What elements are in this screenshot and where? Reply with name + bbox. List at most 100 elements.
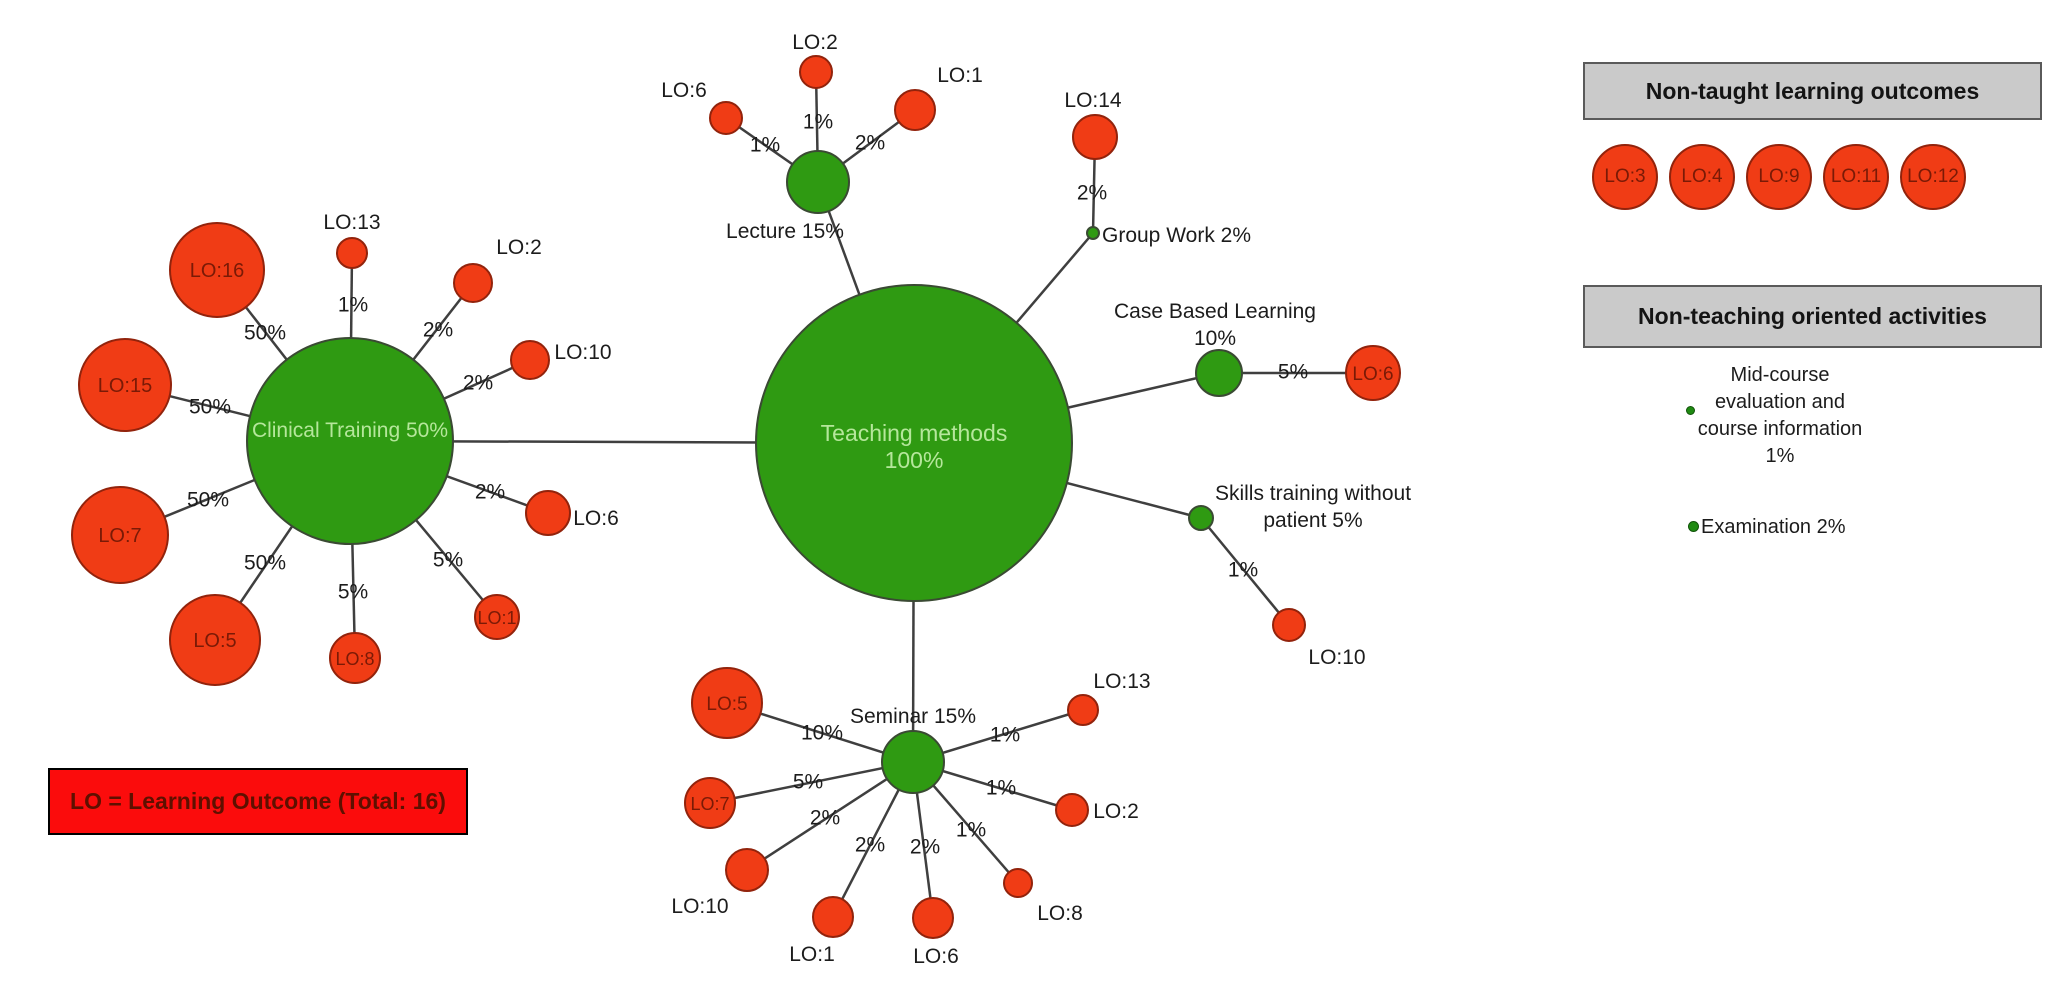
examination-label: Examination 2% [1701, 516, 1846, 538]
node-label-s-lo10: LO:10 [1308, 646, 1365, 669]
node-label-l-lo6: LO:6 [661, 79, 707, 102]
edge-label-clinical-c-lo1: 5% [433, 549, 463, 572]
node-teaching [755, 284, 1073, 602]
node-g-lo14 [1072, 114, 1118, 160]
edge-label-clinical-c-lo2: 2% [423, 319, 453, 342]
node-c-lo13 [336, 237, 368, 269]
non-taught-outcome-circle: LO:9 [1746, 144, 1812, 210]
node-label-groupwork: Group Work 2% [1102, 224, 1251, 247]
node-label-c-lo16: LO:16 [190, 260, 244, 282]
node-s-lo10 [1272, 608, 1306, 642]
node-label-c-lo7: LO:7 [98, 525, 141, 547]
non-taught-outcome-circle: LO:11 [1823, 144, 1889, 210]
node-label-c-lo10: LO:10 [554, 341, 611, 364]
edge-label-seminar-m-lo5: 10% [801, 722, 843, 745]
node-label-skills: Skills training without patient 5% [1215, 482, 1411, 532]
node-c-lo5 [169, 594, 261, 686]
node-b-lo6 [1345, 345, 1401, 401]
node-label-c-lo8: LO:8 [335, 649, 374, 669]
non-taught-outcome-circle: LO:4 [1669, 144, 1735, 210]
non-taught-outcomes-row: LO:3 LO:4 LO:9 LO:11 LO:12 [1592, 144, 1966, 210]
node-l-lo6 [709, 101, 743, 135]
examination-dot [1688, 521, 1699, 532]
node-label-c-lo13: LO:13 [323, 211, 380, 234]
node-label-c-lo5: LO:5 [193, 630, 236, 652]
node-label-c-lo2: LO:2 [496, 236, 542, 259]
node-label-m-lo10: LO:10 [671, 895, 728, 918]
node-label-m-lo6: LO:6 [913, 945, 959, 968]
edge-label-seminar-m-lo1: 2% [855, 834, 885, 857]
edge-label-clinical-c-lo8: 5% [338, 581, 368, 604]
node-label-clinical: Clinical Training 50% [252, 419, 448, 442]
node-label-m-lo7: LO:7 [690, 794, 729, 814]
node-label-c-lo15: LO:15 [98, 375, 152, 397]
node-seminar [881, 730, 945, 794]
edge-label-cbl-b-lo6: 5% [1278, 361, 1308, 384]
node-c-lo15 [78, 338, 172, 432]
node-m-lo2 [1055, 793, 1089, 827]
edge-label-seminar-m-lo7: 5% [793, 771, 823, 794]
panel-title-non-taught-learning-outcomes: Non-taught learning outcomes [1583, 62, 2042, 120]
node-c-lo10 [510, 340, 550, 380]
node-lecture [786, 150, 850, 214]
edge-label-seminar-m-lo2: 1% [986, 777, 1016, 800]
node-c-lo1 [474, 594, 520, 640]
node-c-lo7 [71, 486, 169, 584]
non-taught-outcome-circle: LO:12 [1900, 144, 1966, 210]
non-taught-outcome-circle: LO:3 [1592, 144, 1658, 210]
mid-course-evaluation-dot [1686, 406, 1695, 415]
node-c-lo2 [453, 263, 493, 303]
node-m-lo10 [725, 848, 769, 892]
node-label-cbl: Case Based Learning 10% [1114, 300, 1316, 350]
node-label-m-lo5: LO:5 [706, 694, 747, 715]
edge-label-clinical-c-lo7: 50% [187, 489, 229, 512]
edge-label-seminar-m-lo13: 1% [990, 724, 1020, 747]
node-label-lecture: Lecture 15% [726, 220, 844, 243]
node-m-lo5 [691, 667, 763, 739]
edge-label-skills-s-lo10: 1% [1228, 559, 1258, 582]
node-c-lo16 [169, 222, 265, 318]
node-label-m-lo1: LO:1 [789, 943, 835, 966]
edge-label-clinical-c-lo6: 2% [475, 481, 505, 504]
node-label-l-lo1: LO:1 [937, 64, 983, 87]
node-c-lo6 [525, 490, 571, 536]
node-cbl [1195, 349, 1243, 397]
node-c-lo8 [329, 632, 381, 684]
panel-title-non-teaching-oriented-activities: Non-teaching oriented activities [1583, 285, 2042, 348]
node-groupwork [1086, 226, 1100, 240]
node-m-lo7 [684, 777, 736, 829]
node-l-lo2 [799, 55, 833, 89]
edge-label-clinical-c-lo10: 2% [463, 372, 493, 395]
edge-label-groupwork-g-lo14: 2% [1077, 182, 1107, 205]
node-l-lo1 [894, 89, 936, 131]
node-label-m-lo13: LO:13 [1093, 670, 1150, 693]
node-label-c-lo1: LO:1 [477, 608, 516, 628]
edge-seminar-m-lo10 [746, 760, 914, 872]
node-label-l-lo2: LO:2 [792, 31, 838, 54]
edge-label-lecture-l-lo1: 2% [855, 132, 885, 155]
node-m-lo1 [812, 896, 854, 938]
edge-seminar-m-lo7 [709, 760, 914, 805]
node-label-m-lo2: LO:2 [1093, 800, 1139, 823]
learning-outcome-legend-box: LO = Learning Outcome (Total: 16) [48, 768, 468, 835]
node-label-seminar: Seminar 15% [850, 705, 976, 728]
node-label-teaching: Teaching methods 100% [821, 420, 1008, 473]
edge-label-seminar-m-lo8: 1% [956, 819, 986, 842]
node-m-lo8 [1003, 868, 1033, 898]
node-label-b-lo6: LO:6 [1352, 364, 1393, 385]
edge-label-seminar-m-lo10: 2% [810, 807, 840, 830]
node-label-c-lo6: LO:6 [573, 507, 619, 530]
node-m-lo13 [1067, 694, 1099, 726]
edge-label-clinical-c-lo5: 50% [244, 552, 286, 575]
edge-label-clinical-c-lo15: 50% [189, 396, 231, 419]
node-m-lo6 [912, 897, 954, 939]
node-skills [1188, 505, 1214, 531]
edge-label-clinical-c-lo16: 50% [244, 322, 286, 345]
mid-course-evaluation-label: Mid-course evaluation and course informa… [1697, 364, 1863, 467]
node-label-g-lo14: LO:14 [1064, 89, 1122, 112]
edge-label-lecture-l-lo2: 1% [803, 111, 833, 134]
edge-label-seminar-m-lo6: 2% [910, 836, 940, 859]
edge-label-lecture-l-lo6: 1% [750, 134, 780, 157]
